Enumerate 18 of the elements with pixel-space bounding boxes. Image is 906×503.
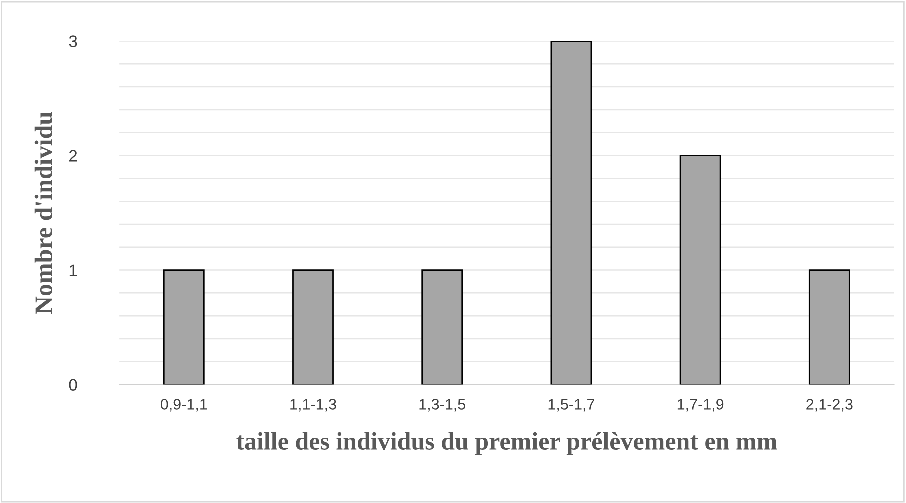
y-tick-label: 1: [70, 264, 78, 276]
x-tick-label: 2,1-2,3: [806, 399, 853, 412]
bar: [680, 155, 722, 385]
bar: [422, 270, 464, 385]
x-tick-label: 1,1-1,3: [290, 399, 336, 412]
bar: [292, 270, 334, 385]
y-axis-title: Nombre d'individu: [34, 112, 53, 314]
x-axis-title: taille des individus du premier prélèvement en mm: [236, 432, 778, 456]
bar: [808, 270, 850, 385]
x-tick-label: 1,3-1,5: [420, 399, 466, 412]
x-tick-label: 1,5-1,7: [548, 399, 594, 412]
x-tick-label: 0,9-1,1: [160, 399, 208, 412]
y-tick-label: 0: [69, 379, 78, 391]
x-tick-label: 1,7-1,9: [678, 399, 724, 412]
y-tick-label: 3: [69, 36, 78, 48]
y-tick-label: 2: [69, 150, 78, 162]
bar: [163, 270, 205, 385]
bar: [550, 41, 592, 385]
